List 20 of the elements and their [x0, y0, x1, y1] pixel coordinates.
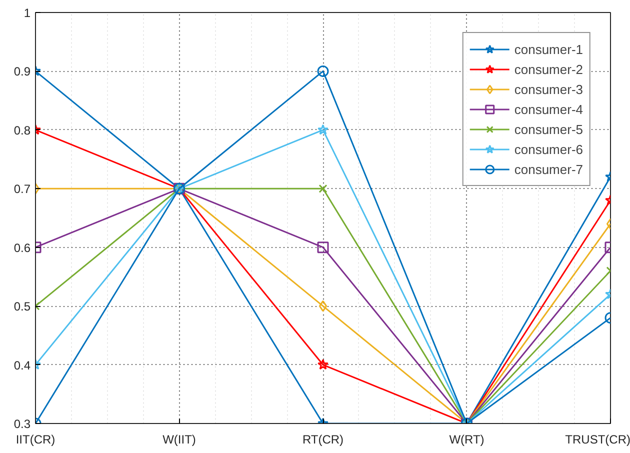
- legend-label: consumer-6: [514, 142, 583, 156]
- x-tick-label: W(RT): [449, 432, 484, 446]
- x-tick-label: IIT(CR): [16, 432, 56, 446]
- y-tick-label: 0.4: [14, 358, 31, 372]
- legend-label: consumer-2: [514, 62, 583, 76]
- legend-label: consumer-4: [514, 102, 583, 116]
- legend-label: consumer-7: [514, 162, 583, 176]
- x-tick-label: RT(CR): [302, 432, 344, 446]
- x-tick-label: W(IIT): [162, 432, 196, 446]
- y-tick-label: 0.7: [14, 182, 31, 196]
- y-tick-label: 0.3: [14, 417, 31, 431]
- y-tick-label: 1: [24, 6, 31, 20]
- y-tick-label: 0.8: [14, 123, 31, 138]
- y-tick-label: 0.6: [14, 240, 31, 255]
- legend-label: consumer-5: [514, 122, 583, 136]
- y-tick-label: 0.9: [14, 64, 31, 79]
- x-tick-label: TRUST(CR): [565, 432, 630, 446]
- legend-label: consumer-3: [514, 82, 583, 96]
- legend-label: consumer-1: [514, 42, 583, 56]
- y-tick-label: 0.5: [14, 300, 31, 314]
